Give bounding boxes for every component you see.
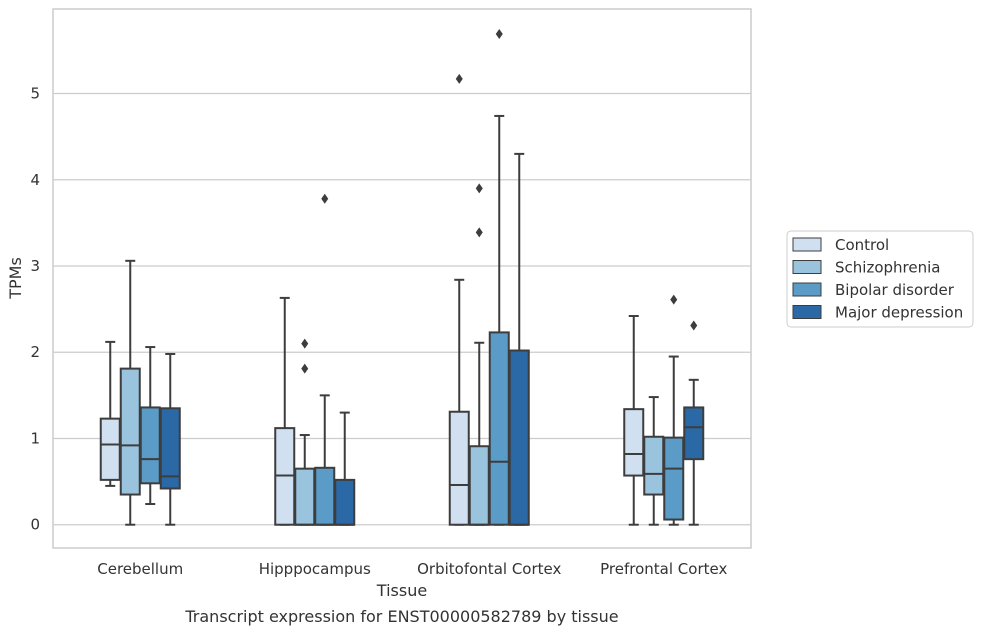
box [334,411,356,526]
outlier-point [301,363,309,374]
y-tick-labels: 0 1 2 3 4 5 [30,85,40,534]
box [508,152,530,526]
x-axis-label: Tissue [376,581,427,600]
outlier-point [495,29,503,40]
box-body [294,467,316,526]
box-body [334,478,356,526]
box-body [488,331,510,526]
legend-frame [786,230,974,328]
outlier-point [690,320,698,331]
box-body [663,436,685,521]
box-body [468,445,490,526]
outlier-point [475,183,483,194]
box-body [119,367,141,496]
box [663,294,685,526]
x-tick-labels: Cerebellum Hipppocampus Orbitofontal Corte… [97,560,727,578]
outlier-point [475,227,483,238]
y-tick-label: 0 [30,516,40,534]
box-body [623,408,645,477]
outlier-point [301,338,309,349]
box [683,320,705,526]
box-body [99,417,121,481]
y-tick-label: 4 [30,171,40,189]
series-2 [139,29,685,526]
y-tick-label: 5 [30,85,40,103]
x-tick-label: Prefrontal Cortex [600,560,727,578]
legend-swatch [792,282,822,297]
box [468,183,490,526]
legend-label: Schizophrenia [835,259,940,277]
box [294,338,316,526]
legend-label: Major depression [835,304,963,322]
series-1 [119,183,665,526]
legend-swatch [792,305,822,319]
legend-label: Bipolar disorder [835,281,955,299]
box-body [683,406,705,461]
box-body [643,435,665,496]
y-tick-label: 2 [30,343,40,361]
legend-label: Control [835,236,889,254]
series-3 [159,152,705,526]
legend-swatch [792,260,822,274]
y-axis-label: TPMs [6,257,25,300]
x-tick-label: Cerebellum [97,560,183,578]
x-tick-label: Orbitofontal Cortex [417,560,561,578]
box-body [448,410,470,526]
outlier-point [670,294,678,305]
y-tick-label: 3 [30,257,40,275]
outlier-point [321,193,329,204]
box-body [139,406,161,485]
legend-swatch [792,237,822,252]
box-series-group [99,29,705,526]
x-tick-label: Hipppocampus [259,560,371,578]
box [274,296,296,526]
box-body [314,466,336,526]
y-tick-label: 1 [30,429,40,447]
box [159,352,181,526]
legend: Control Schizophrenia Bipolar disorder Majo… [786,230,974,328]
box-body [159,407,181,490]
outlier-point [455,73,463,84]
box-body [508,349,530,526]
figure-caption: Transcript expression for ENST0000058278… [184,607,618,626]
